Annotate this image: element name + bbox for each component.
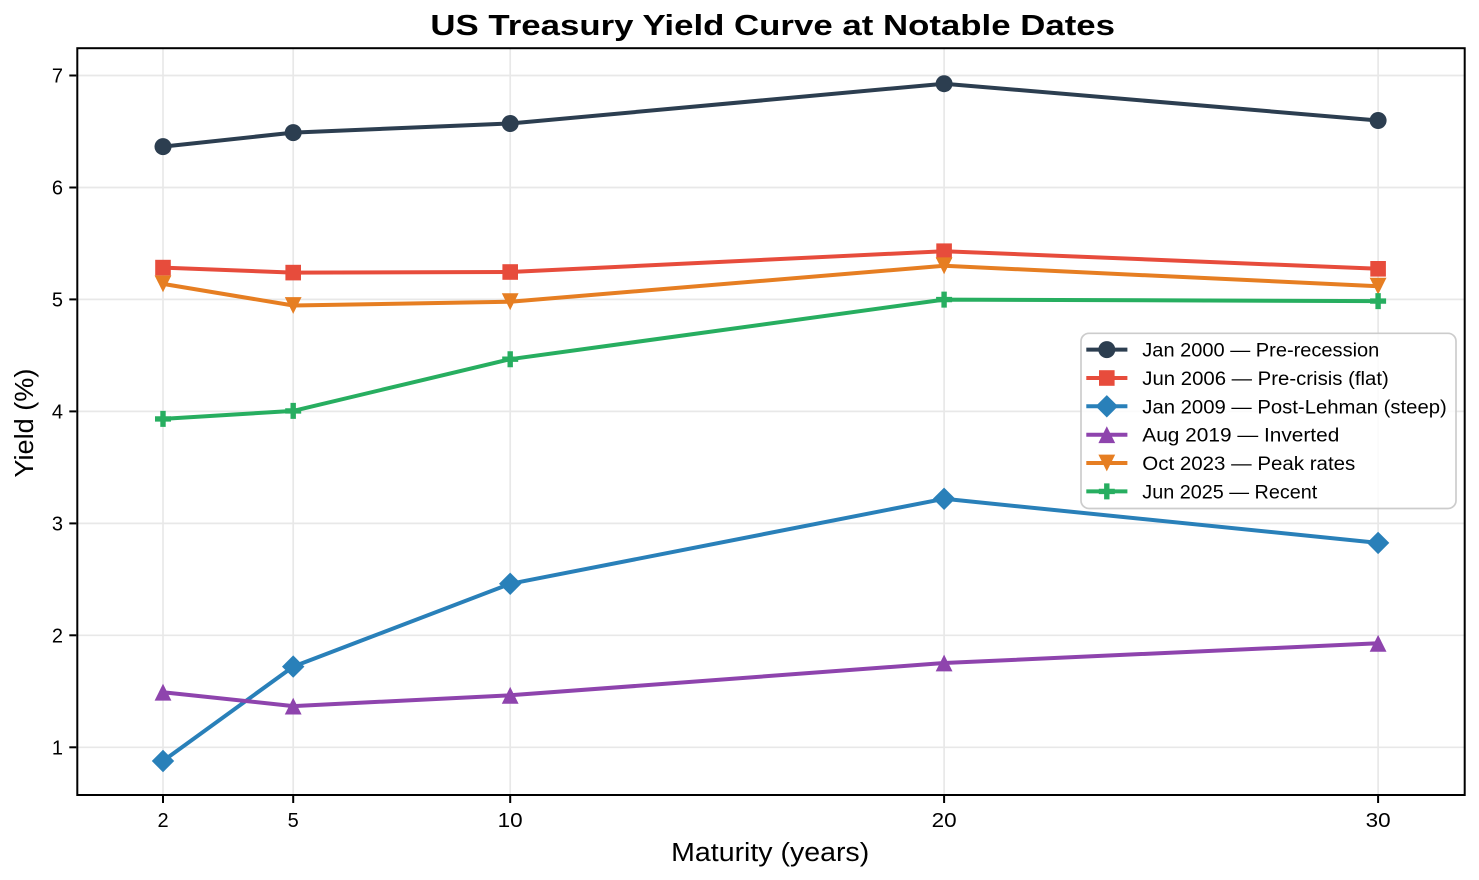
svg-text:5: 5 bbox=[288, 810, 299, 832]
svg-text:5: 5 bbox=[52, 290, 63, 312]
svg-text:6: 6 bbox=[52, 178, 63, 200]
svg-text:US Treasury Yield Curve at Not: US Treasury Yield Curve at Notable Dates bbox=[430, 10, 1115, 42]
svg-text:10: 10 bbox=[498, 810, 523, 832]
svg-text:Oct 2023 — Peak rates: Oct 2023 — Peak rates bbox=[1142, 454, 1355, 475]
svg-text:30: 30 bbox=[1366, 810, 1391, 832]
svg-text:2: 2 bbox=[52, 626, 63, 648]
svg-text:Jan 2009 — Post-Lehman (steep): Jan 2009 — Post-Lehman (steep) bbox=[1142, 397, 1447, 418]
svg-text:Maturity (years): Maturity (years) bbox=[671, 839, 869, 867]
svg-text:Jan 2000 — Pre-recession: Jan 2000 — Pre-recession bbox=[1142, 341, 1379, 362]
svg-text:2: 2 bbox=[157, 810, 168, 832]
svg-text:Yield (%): Yield (%) bbox=[11, 369, 39, 478]
svg-text:4: 4 bbox=[52, 402, 63, 424]
svg-text:1: 1 bbox=[52, 738, 63, 760]
svg-text:Jun 2006 — Pre-crisis (flat): Jun 2006 — Pre-crisis (flat) bbox=[1142, 369, 1389, 390]
svg-text:7: 7 bbox=[52, 66, 63, 88]
svg-text:3: 3 bbox=[52, 514, 63, 536]
svg-text:Aug 2019 — Inverted: Aug 2019 — Inverted bbox=[1142, 426, 1339, 447]
svg-text:20: 20 bbox=[932, 810, 957, 832]
svg-text:Jun 2025 — Recent: Jun 2025 — Recent bbox=[1142, 482, 1318, 503]
